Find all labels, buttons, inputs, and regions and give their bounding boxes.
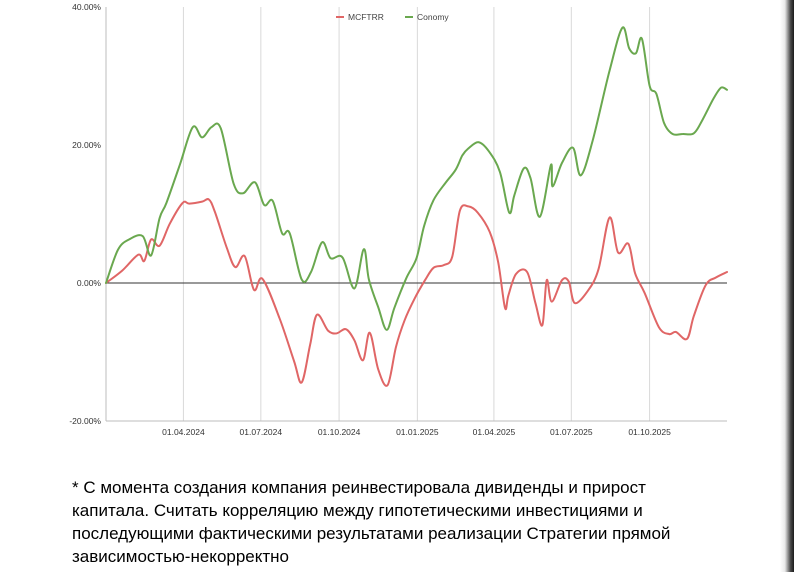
legend: MCFTRR Conomy [336,12,449,22]
window-edge [780,0,794,572]
series-line-mcftrr [105,198,728,387]
x-tick-label: 01.07.2025 [550,427,593,437]
x-tick-label: 01.07.2024 [240,427,283,437]
series-line-conomy [105,26,728,331]
axes: 01.04.2024 01.07.2024 01.10.2024 01.01.2025… [69,2,727,437]
x-tick-label: 01.04.2025 [473,427,516,437]
y-tick-label: 20.00% [72,140,101,150]
y-tick-label: 0.00% [77,278,102,288]
legend-label-mcftrr: MCFTRR [348,12,384,22]
y-tick-label: 40.00% [72,2,101,12]
gridlines [182,7,651,421]
y-tick-label: -20.00% [69,416,101,426]
x-tick-label: 01.04.2024 [162,427,205,437]
x-tick-label: 01.10.2025 [628,427,671,437]
footnote-text: * С момента создания компания реинвестир… [72,478,671,566]
series-lines [105,26,728,387]
x-tick-label: 01.10.2024 [318,427,361,437]
line-chart: 01.04.2024 01.07.2024 01.10.2024 01.01.2025… [69,2,728,437]
legend-label-conomy: Conomy [417,12,449,22]
x-tick-label: 01.01.2025 [396,427,439,437]
